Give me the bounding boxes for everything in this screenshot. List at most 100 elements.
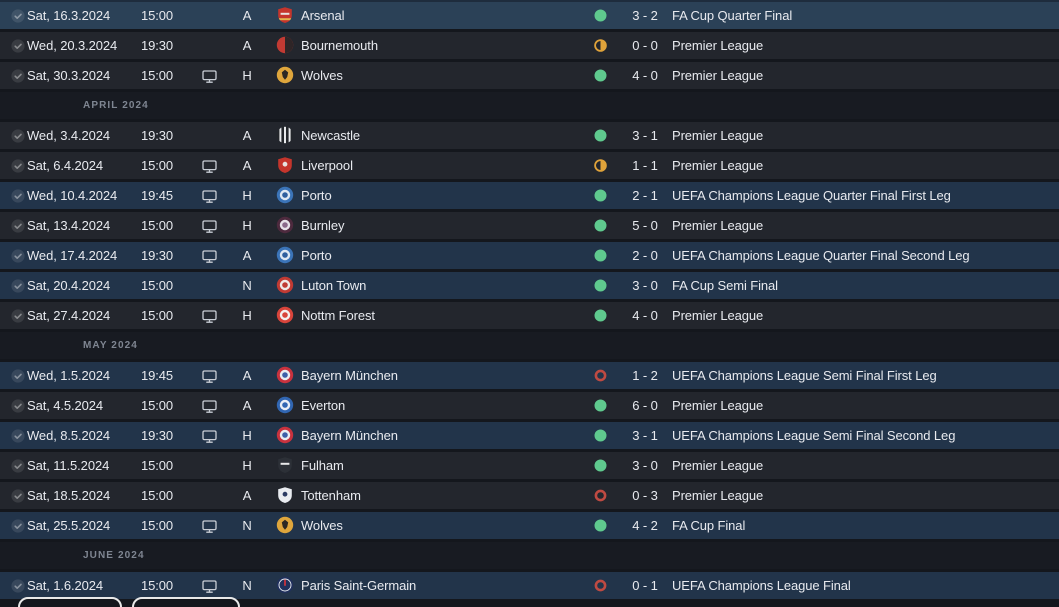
fixture-row[interactable]: Sat, 6.4.2024 15:00 A Liverpool 1 - 1 Premier…: [0, 152, 1059, 179]
fixture-date: Sat, 30.3.2024: [27, 68, 111, 83]
fixture-row[interactable]: Sat, 4.5.2024 15:00 A Everton 6 - 0 Premier L…: [0, 392, 1059, 419]
venue-letter: H: [242, 458, 252, 473]
team-badge-icon: [276, 516, 294, 534]
team-name: Wolves: [301, 518, 343, 533]
fixture-time: 15:00: [141, 68, 174, 83]
fixture-row[interactable]: Sat, 1.6.2024 15:00 N Paris Saint-Germain 0 …: [0, 572, 1059, 599]
competition-name: Premier League: [672, 158, 764, 173]
tv-monitor-icon: [202, 309, 217, 323]
fixture-date: Sat, 25.5.2024: [27, 518, 111, 533]
fixture-time: 15:00: [141, 488, 174, 503]
fixture-date: Sat, 16.3.2024: [27, 8, 111, 23]
check-circle-icon: [11, 68, 25, 83]
team-name: Wolves: [301, 68, 343, 83]
team-name: Porto: [301, 188, 332, 203]
fixture-time: 19:30: [141, 38, 174, 53]
competition-name: Premier League: [672, 488, 764, 503]
result-indicator-win: [594, 129, 607, 142]
tv-monitor-icon: [202, 579, 217, 593]
fixture-row[interactable]: Sat, 20.4.2024 15:00 N Luton Town 3 - 0 FA Cu…: [0, 272, 1059, 299]
result-indicator-win: [594, 399, 607, 412]
fixture-row[interactable]: Wed, 20.3.2024 19:30 A Bournemouth 0 - 0 Prem…: [0, 32, 1059, 59]
check-circle-icon: [11, 278, 25, 293]
tv-monitor-icon: [202, 369, 217, 383]
fixture-row[interactable]: Wed, 10.4.2024 19:45 H Porto 2 - 1 UEFA Champ…: [0, 182, 1059, 209]
month-header: JUNE 2024: [0, 542, 1059, 569]
partial-previous-row: [0, 0, 1059, 2]
month-header-label: MAY 2024: [83, 340, 138, 351]
fixture-row[interactable]: Wed, 3.4.2024 19:30 A Newcastle 3 - 1 Premier…: [0, 122, 1059, 149]
competition-name: UEFA Champions League Semi Final First L…: [672, 368, 937, 383]
team-badge-icon: [276, 6, 294, 24]
team-badge-icon: [276, 216, 294, 234]
team-badge-icon: [276, 156, 294, 174]
tv-monitor-icon: [202, 219, 217, 233]
fixture-row[interactable]: Sat, 30.3.2024 15:00 H Wolves 4 - 0 Premier L…: [0, 62, 1059, 89]
score: 5 - 0: [632, 218, 658, 233]
venue-letter: H: [242, 68, 252, 83]
fixture-date: Sat, 6.4.2024: [27, 158, 104, 173]
score: 3 - 0: [632, 458, 658, 473]
tv-monitor-icon: [202, 429, 217, 443]
team-badge-icon: [276, 486, 294, 504]
tv-monitor-icon: [202, 69, 217, 83]
fixture-row[interactable]: Sat, 11.5.2024 15:00 H Fulham 3 - 0 Premier L…: [0, 452, 1059, 479]
check-circle-icon: [11, 368, 25, 383]
fixture-time: 19:45: [141, 188, 174, 203]
team-badge-icon: [276, 366, 294, 384]
check-circle-icon: [11, 38, 25, 53]
result-indicator-win: [594, 219, 607, 232]
competition-name: Premier League: [672, 128, 764, 143]
team-badge-icon: [276, 276, 294, 294]
fixture-row[interactable]: Sat, 16.3.2024 15:00 A Arsenal 3 - 2 FA Cup Q…: [0, 2, 1059, 29]
month-header: APRIL 2024: [0, 92, 1059, 119]
fixture-time: 15:00: [141, 518, 174, 533]
team-name: Burnley: [301, 218, 345, 233]
team-name: Porto: [301, 248, 332, 263]
team-name: Liverpool: [301, 158, 353, 173]
fixture-row[interactable]: Sat, 25.5.2024 15:00 N Wolves 4 - 2 FA Cup Fi…: [0, 512, 1059, 539]
fixture-time: 19:30: [141, 128, 174, 143]
tv-monitor-icon: [202, 519, 217, 533]
competition-name: FA Cup Final: [672, 518, 746, 533]
team-badge-icon: [276, 456, 294, 474]
venue-letter: A: [242, 8, 252, 23]
fixture-date: Wed, 20.3.2024: [27, 38, 118, 53]
check-circle-icon: [11, 188, 25, 203]
result-indicator-win: [594, 9, 607, 22]
result-indicator-win: [594, 189, 607, 202]
check-circle-icon: [11, 248, 25, 263]
venue-letter: A: [242, 398, 252, 413]
month-header-label: APRIL 2024: [83, 100, 149, 111]
venue-letter: H: [242, 188, 252, 203]
team-name: Bournemouth: [301, 38, 378, 53]
fixture-row[interactable]: Wed, 8.5.2024 19:30 H Bayern München 3 - 1 UE…: [0, 422, 1059, 449]
result-indicator-draw: [594, 159, 607, 172]
fixture-row[interactable]: Sat, 13.4.2024 15:00 H Burnley 5 - 0 Premier …: [0, 212, 1059, 239]
fixture-row[interactable]: Sat, 18.5.2024 15:00 A Tottenham 0 - 3 Premie…: [0, 482, 1059, 509]
fixture-row[interactable]: Sat, 27.4.2024 15:00 H Nottm Forest 4 - 0 Pre…: [0, 302, 1059, 329]
result-indicator-win: [594, 459, 607, 472]
check-circle-icon: [11, 428, 25, 443]
result-indicator-win: [594, 279, 607, 292]
competition-name: UEFA Champions League Quarter Final Firs…: [672, 188, 951, 203]
score: 1 - 2: [632, 368, 658, 383]
venue-letter: H: [242, 308, 252, 323]
team-name: Bayern München: [301, 428, 398, 443]
fixture-date: Sat, 18.5.2024: [27, 488, 111, 503]
team-name: Nottm Forest: [301, 308, 375, 323]
score: 3 - 1: [632, 428, 658, 443]
bottom-button-1[interactable]: [18, 597, 122, 607]
team-badge-icon: [276, 426, 294, 444]
fixture-row[interactable]: Wed, 17.4.2024 19:30 A Porto 2 - 0 UEFA Champ…: [0, 242, 1059, 269]
venue-letter: A: [242, 158, 252, 173]
check-circle-icon: [11, 158, 25, 173]
fixture-date: Sat, 13.4.2024: [27, 218, 111, 233]
venue-letter: N: [242, 578, 252, 593]
check-circle-icon: [11, 218, 25, 233]
bottom-button-2[interactable]: [132, 597, 240, 607]
fixture-time: 15:00: [141, 278, 174, 293]
fixture-row[interactable]: Wed, 1.5.2024 19:45 A Bayern München 1 - 2 UE…: [0, 362, 1059, 389]
fixture-time: 15:00: [141, 578, 174, 593]
venue-letter: N: [242, 518, 252, 533]
